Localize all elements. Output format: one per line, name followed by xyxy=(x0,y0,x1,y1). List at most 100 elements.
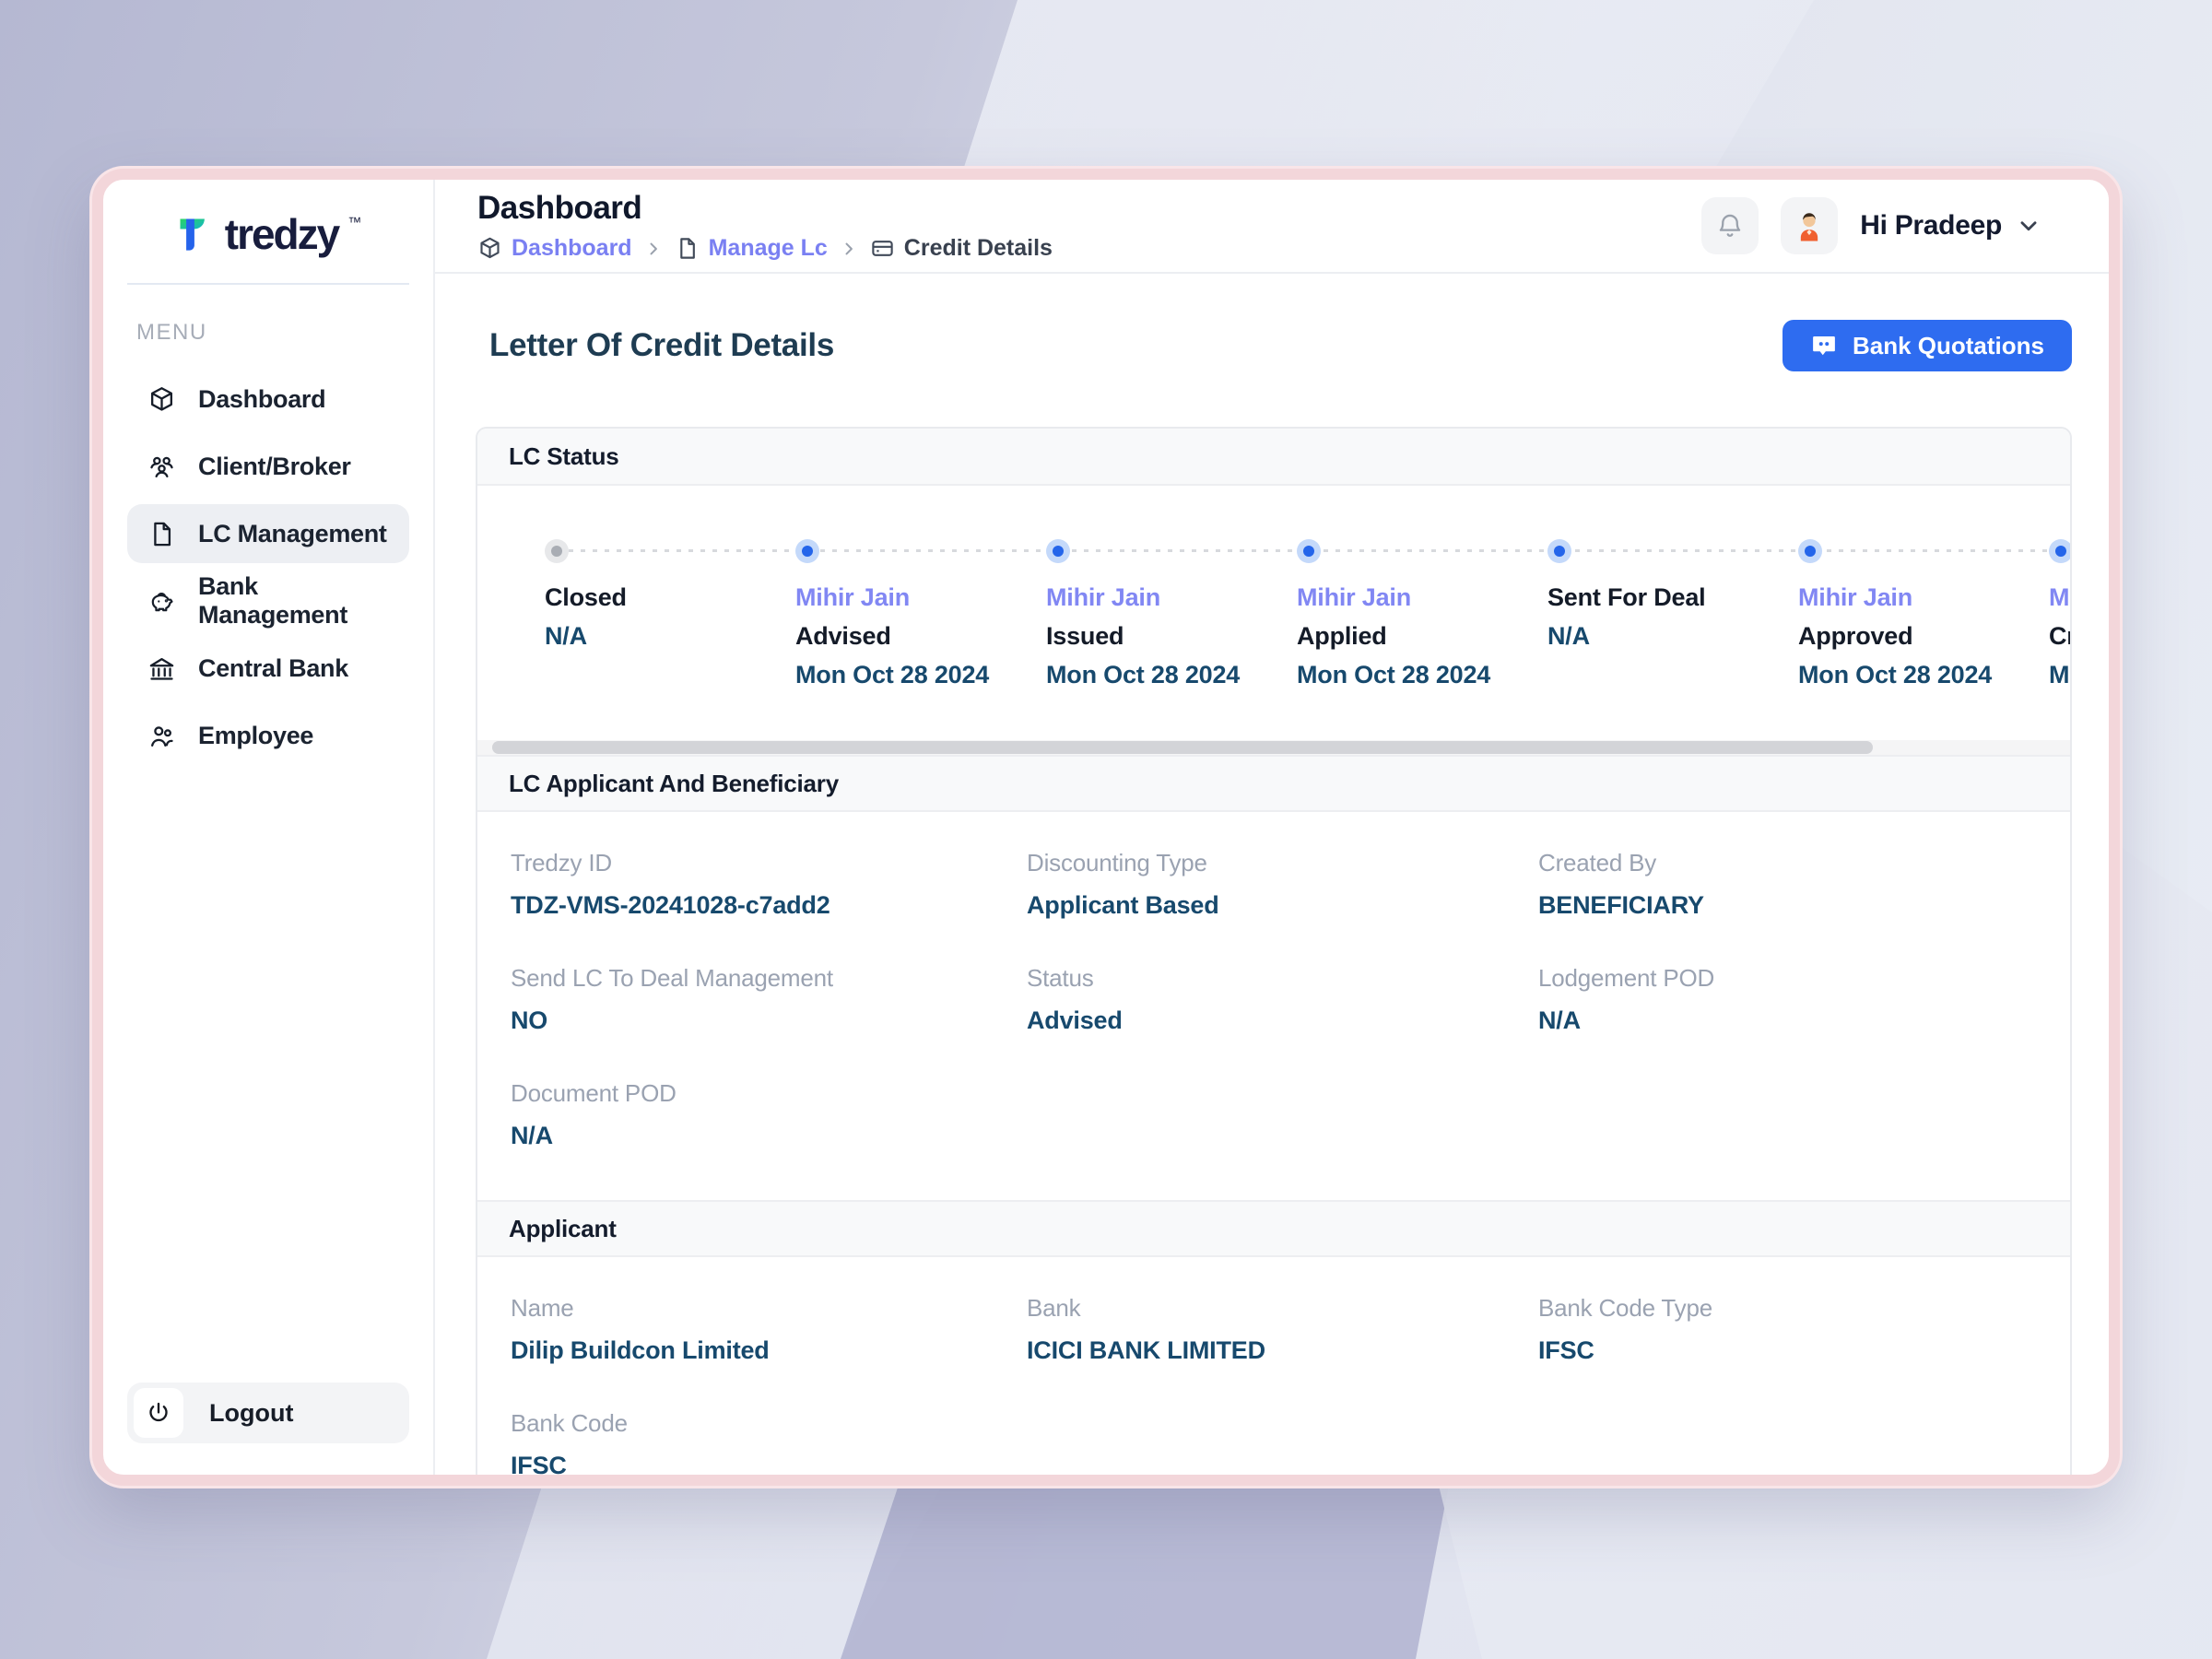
timeline-step-text: Issued xyxy=(1046,622,1297,651)
timeline-step-created: Mihir Jain Created Mon Oct 28 2024 xyxy=(2049,539,2070,740)
breadcrumb-credit-details: Credit Details xyxy=(870,235,1053,262)
sidebar-item-lc-management[interactable]: LC Management xyxy=(127,504,409,563)
section-title: LC Applicant And Beneficiary xyxy=(509,770,839,798)
logout-button[interactable]: Logout xyxy=(127,1382,409,1443)
brand-wordmark: tredzy xyxy=(225,209,338,259)
sidebar-item-label: Dashboard xyxy=(198,385,325,414)
main-area: Dashboard Dashboard xyxy=(435,180,2109,1475)
sidebar-item-central-bank[interactable]: Central Bank xyxy=(127,639,409,698)
timeline-step-text: Mon Oct 28 2024 xyxy=(2049,661,2070,689)
field-applicant-bank: Bank ICICI BANK LIMITED xyxy=(1027,1294,1538,1365)
field-lodgement-pod: Lodgement POD N/A xyxy=(1538,964,2037,1035)
field-value: N/A xyxy=(511,1122,1027,1150)
field-label: Send LC To Deal Management xyxy=(511,964,1027,993)
field-created-by: Created By BENEFICIARY xyxy=(1538,849,2037,920)
title-breadcrumb-group: Dashboard Dashboard xyxy=(477,190,1053,262)
lc-status-timeline: Closed N/A Mihir Jain Advised Mon Oct 28… xyxy=(477,486,2070,740)
section-header-applicant: Applicant xyxy=(477,1200,2070,1257)
timeline-step-text: Applied xyxy=(1297,622,1547,651)
sidebar-item-bank-management[interactable]: Bank Management xyxy=(127,571,409,630)
user-avatar[interactable] xyxy=(1781,197,1838,254)
timeline-step-text: Advised xyxy=(795,622,1046,651)
field-applicant-bank-code-type: Bank Code Type IFSC xyxy=(1538,1294,2037,1365)
sidebar-item-client-broker[interactable]: Client/Broker xyxy=(127,437,409,496)
timeline-step-advised: Mihir Jain Advised Mon Oct 28 2024 xyxy=(795,539,1046,740)
bell-icon xyxy=(1715,211,1745,241)
sidebar-item-label: Central Bank xyxy=(198,654,348,683)
content-area: Letter Of Credit Details Bank Quotations… xyxy=(435,274,2109,1475)
timeline-dot xyxy=(1798,539,1822,563)
field-tredzy-id: Tredzy ID TDZ-VMS-20241028-c7add2 xyxy=(511,849,1027,920)
timeline-step-text: Created xyxy=(2049,622,2070,651)
page-title: Dashboard xyxy=(477,190,1053,227)
timeline-dot xyxy=(1547,539,1571,563)
sidebar-item-label: Client/Broker xyxy=(198,453,351,481)
breadcrumb-label: Credit Details xyxy=(904,235,1053,262)
breadcrumb-label: Dashboard xyxy=(512,235,632,262)
lc-info-fields: Tredzy ID TDZ-VMS-20241028-c7add2 Discou… xyxy=(477,812,2070,1200)
users-group-icon xyxy=(147,453,176,481)
field-applicant-bank-code: Bank Code IFSC xyxy=(511,1409,1027,1475)
scrollbar-thumb[interactable] xyxy=(492,741,1873,754)
top-bar: Dashboard Dashboard xyxy=(435,180,2109,274)
brand-trademark: ™ xyxy=(347,215,361,230)
field-status: Status Advised xyxy=(1027,964,1538,1035)
power-icon xyxy=(134,1388,183,1438)
cube-icon xyxy=(477,236,502,261)
field-applicant-name: Name Dilip Buildcon Limited xyxy=(511,1294,1027,1365)
piggy-bank-icon xyxy=(147,587,176,616)
timeline-step-text: Mihir Jain xyxy=(1798,583,2049,612)
timeline-step-applied: Mihir Jain Applied Mon Oct 28 2024 xyxy=(1297,539,1547,740)
topbar-actions: Hi Pradeep xyxy=(1701,197,2041,254)
field-label: Bank Code Type xyxy=(1538,1294,2037,1323)
sidebar: tredzy ™ MENU Dashboard xyxy=(103,180,435,1475)
breadcrumb-dashboard[interactable]: Dashboard xyxy=(477,235,632,262)
field-value: ICICI BANK LIMITED xyxy=(1027,1336,1538,1365)
timeline-step-text: Mon Oct 28 2024 xyxy=(795,661,1046,689)
card-icon xyxy=(870,236,895,261)
field-value: IFSC xyxy=(511,1452,1027,1475)
field-label: Created By xyxy=(1538,849,2037,877)
field-value: NO xyxy=(511,1006,1027,1035)
field-value: Advised xyxy=(1027,1006,1538,1035)
chevron-down-icon xyxy=(2017,214,2041,238)
section-title: Applicant xyxy=(509,1215,617,1243)
sidebar-item-label: Employee xyxy=(198,722,313,750)
timeline-step-text: N/A xyxy=(545,622,795,651)
bank-quotations-button[interactable]: Bank Quotations xyxy=(1783,320,2072,371)
chevron-right-icon xyxy=(840,240,858,258)
sidebar-item-dashboard[interactable]: Dashboard xyxy=(127,370,409,429)
field-discounting-type: Discounting Type Applicant Based xyxy=(1027,849,1538,920)
notifications-button[interactable] xyxy=(1701,197,1759,254)
field-label: Status xyxy=(1027,964,1538,993)
timeline-step-text: Mon Oct 28 2024 xyxy=(1046,661,1297,689)
field-label: Bank Code xyxy=(511,1409,1027,1438)
user-greeting: Hi Pradeep xyxy=(1860,210,2002,241)
sidebar-item-employee[interactable]: Employee xyxy=(127,706,409,765)
field-label: Lodgement POD xyxy=(1538,964,2037,993)
timeline-step-text: N/A xyxy=(1547,622,1798,651)
sidebar-menu: Dashboard Client/Broker LC Management xyxy=(103,370,433,765)
field-document-pod: Document POD N/A xyxy=(511,1079,1027,1150)
field-label: Tredzy ID xyxy=(511,849,1027,877)
timeline-dot xyxy=(1046,539,1070,563)
breadcrumb: Dashboard Manage Lc xyxy=(477,235,1053,262)
letter-of-credit-heading: Letter Of Credit Details xyxy=(489,327,834,364)
timeline-step-sent-for-deal: Sent For Deal N/A xyxy=(1547,539,1798,740)
breadcrumb-manage-lc[interactable]: Manage Lc xyxy=(675,235,828,262)
file-icon xyxy=(147,520,176,548)
field-value: BENEFICIARY xyxy=(1538,891,2037,920)
timeline-step-text: Mon Oct 28 2024 xyxy=(1297,661,1547,689)
users-icon xyxy=(147,722,176,750)
avatar-image xyxy=(1789,206,1830,246)
field-value: IFSC xyxy=(1538,1336,2037,1365)
user-menu[interactable]: Hi Pradeep xyxy=(1860,210,2041,241)
cube-icon xyxy=(147,385,176,414)
field-label: Document POD xyxy=(511,1079,1027,1108)
bank-quotations-label: Bank Quotations xyxy=(1853,332,2044,360)
timeline-step-issued: Mihir Jain Issued Mon Oct 28 2024 xyxy=(1046,539,1297,740)
sidebar-divider xyxy=(127,283,409,285)
field-value: Dilip Buildcon Limited xyxy=(511,1336,1027,1365)
field-label: Name xyxy=(511,1294,1027,1323)
timeline-horizontal-scrollbar[interactable] xyxy=(477,740,2070,755)
